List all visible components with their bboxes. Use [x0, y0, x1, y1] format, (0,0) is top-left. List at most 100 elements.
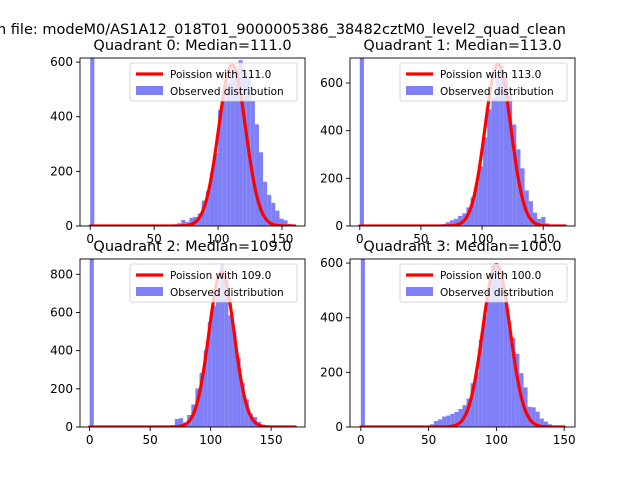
subplot-quadrant-2: 0 50 100 150 0 200 400 600 800 Quadrant 2: Median…: [50, 239, 306, 447]
histogram-bar: [263, 181, 268, 226]
histogram-bar: [189, 217, 194, 226]
legend-bar-swatch: [136, 86, 163, 95]
legend: Poission with 111.0 Observed distribution: [129, 62, 298, 102]
histogram-bar: [271, 202, 276, 226]
histogram-bar: [240, 383, 245, 427]
subplot-title: Quadrant 0: Median=111.0: [93, 38, 291, 54]
legend-bar-swatch: [136, 287, 163, 296]
legend-box: [129, 263, 298, 303]
legend-bar-swatch: [406, 287, 433, 296]
subplot-quadrant-0: 0 50 100 150 0 200 400 600 Quadrant 0: Median=11…: [50, 38, 306, 246]
histogram-bar: [203, 350, 208, 427]
histogram-bar: [507, 321, 512, 427]
legend: Poission with 100.0 Observed distribution: [399, 263, 568, 303]
histogram-bar: [478, 166, 484, 226]
y-tick-label: 200: [50, 382, 73, 396]
legend-box: [399, 62, 568, 102]
histogram-bar: [254, 124, 259, 226]
legend-bar-swatch: [406, 86, 433, 95]
histogram-bar: [474, 372, 479, 427]
x-tick-label: 50: [413, 232, 428, 246]
histogram-bar: [228, 315, 233, 427]
axes-frame: [349, 258, 576, 428]
axes-frame: [79, 258, 306, 428]
histogram-bar: [449, 220, 454, 226]
legend: Poission with 109.0 Observed distribution: [129, 263, 298, 303]
y-tick-label: 600: [50, 55, 73, 69]
legend-label-observed: Observed distribution: [440, 287, 554, 299]
histogram-bar: [483, 137, 488, 226]
x-tick-label: 100: [207, 232, 230, 246]
figure-suptitle: n file: modeM0/AS1A12_018T01_9000005386_…: [0, 22, 566, 38]
histogram-bar: [495, 73, 500, 226]
histogram-bar: [279, 218, 284, 226]
histogram-bar: [482, 315, 487, 427]
plot-area: [88, 259, 297, 427]
x-tick-label: 50: [147, 232, 162, 246]
histogram-bar: [359, 58, 364, 226]
histogram-bar: [511, 337, 516, 427]
histogram-bar: [250, 100, 255, 226]
x-tick-label: 0: [86, 232, 94, 246]
y-tick-label: 0: [65, 420, 73, 434]
histogram-bar: [537, 218, 542, 226]
subplot-quadrant-1: 0 50 100 150 0 200 400 600 Quadrant 1: Median=11…: [320, 38, 576, 246]
poisson-curve: [88, 63, 297, 226]
x-tick-label: 100: [485, 433, 508, 447]
histogram-bar: [528, 201, 533, 226]
histogram-bar: [218, 109, 223, 226]
histogram-bar: [174, 418, 179, 427]
histogram-bar: [234, 68, 239, 226]
plot-area: [88, 58, 297, 226]
legend-label-poisson: Poission with 113.0: [440, 69, 541, 81]
poisson-curve: [359, 262, 566, 427]
histogram-bar: [531, 407, 536, 427]
histogram-bar: [507, 94, 513, 226]
histogram-bar: [445, 222, 450, 226]
histogram-bar: [499, 65, 504, 226]
histogram-bar: [224, 280, 229, 427]
legend-label-observed: Observed distribution: [170, 86, 284, 98]
histogram-bar: [458, 408, 463, 427]
histogram-bar: [220, 263, 225, 427]
histogram-bar: [491, 97, 496, 226]
histogram-bar: [236, 357, 241, 427]
y-tick-label: 800: [50, 267, 73, 281]
histogram-bar: [230, 69, 235, 226]
histogram-bar: [199, 372, 204, 427]
histogram-bar: [283, 220, 288, 226]
histogram-bar: [242, 70, 247, 226]
legend-box: [129, 62, 298, 102]
histogram-bar: [209, 172, 214, 226]
x-tick-label: 0: [86, 433, 94, 447]
x-tick-label: 150: [553, 433, 576, 447]
legend-label-poisson: Poission with 111.0: [170, 69, 271, 81]
legend-box: [399, 263, 568, 303]
histogram-bar: [512, 124, 517, 226]
histogram-bar: [244, 399, 249, 427]
histogram-bar: [486, 291, 491, 427]
histogram-bar: [453, 218, 459, 226]
histogram-bar: [487, 109, 492, 226]
histogram-bar: [541, 216, 546, 226]
histogram-bar: [360, 259, 365, 427]
histogram-bar: [450, 413, 455, 427]
y-tick-label: 400: [50, 110, 73, 124]
poisson-curve: [358, 62, 567, 226]
histogram-bar: [226, 82, 231, 226]
histogram-bar: [222, 97, 227, 226]
histogram-bar: [503, 300, 508, 427]
x-tick-label: 150: [532, 232, 555, 246]
y-tick-label: 200: [320, 171, 343, 185]
y-tick-label: 600: [320, 256, 343, 270]
x-tick-label: 100: [199, 433, 222, 447]
histogram-bar: [543, 421, 548, 427]
subplot-grid: 0 50 100 150 0 200 400 600 Quadrant 0: Median=11…: [50, 38, 576, 447]
histogram-bar: [213, 153, 219, 226]
plot-area: [359, 259, 566, 427]
histogram-bar: [438, 419, 443, 427]
y-tick-label: 400: [320, 311, 343, 325]
histogram-bar: [466, 398, 471, 427]
histogram-bar: [470, 197, 475, 226]
